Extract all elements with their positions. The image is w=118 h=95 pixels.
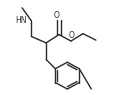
Text: O: O <box>54 11 60 20</box>
Text: HN: HN <box>15 16 26 25</box>
Text: O: O <box>69 31 74 40</box>
